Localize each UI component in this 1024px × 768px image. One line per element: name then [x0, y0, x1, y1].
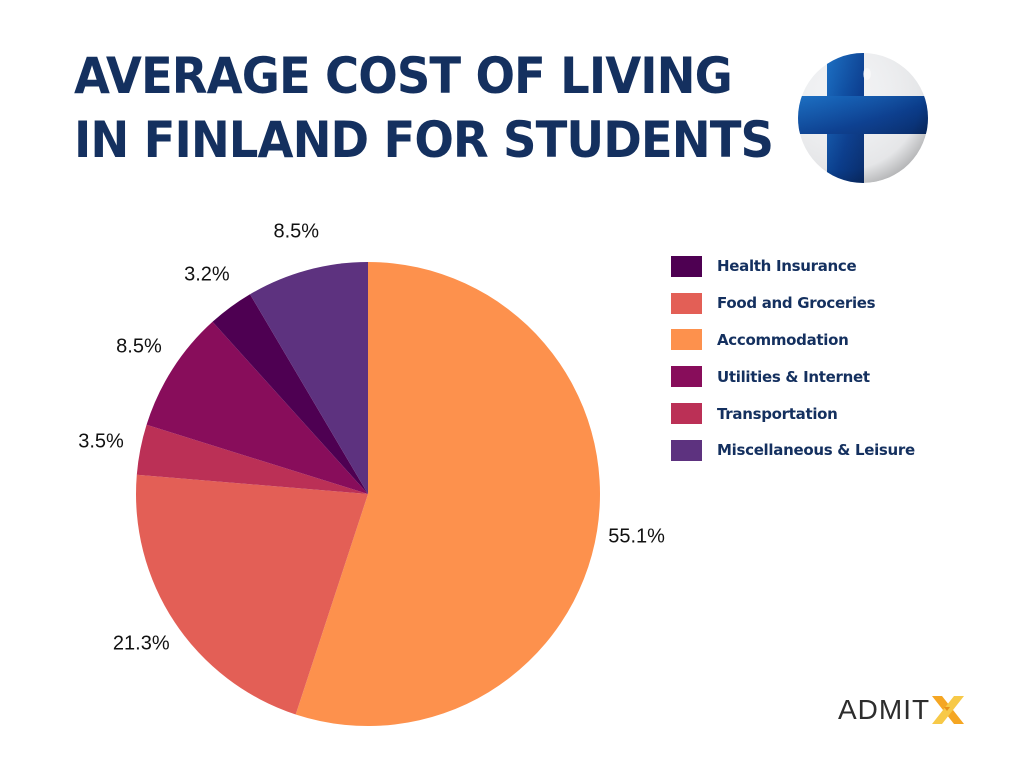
legend-item: Accommodation: [671, 322, 915, 359]
title-line-2: IN FINLAND FOR STUDENTS: [74, 111, 774, 169]
legend-item: Health Insurance: [671, 248, 915, 285]
pie-slice: [250, 262, 368, 494]
legend-swatch: [671, 439, 702, 461]
pie-slice: [136, 424, 368, 494]
admitx-logo: ADMIT: [838, 694, 966, 726]
legend-label: Miscellaneous & Leisure: [717, 441, 915, 460]
legend-swatch: [671, 366, 702, 388]
pie-slice: [146, 321, 368, 494]
legend-label: Utilities & Internet: [717, 367, 870, 386]
legend-item: Utilities & Internet: [671, 358, 915, 395]
legend-swatch: [671, 255, 702, 277]
chart-title: AVERAGE COST OF LIVING IN FINLAND FOR ST…: [74, 44, 774, 172]
legend-label: Food and Groceries: [717, 294, 876, 313]
legend-swatch: [671, 292, 702, 314]
pie-slice: [136, 474, 368, 715]
slice-percent-label: 3.5%: [78, 430, 124, 453]
slice-percent-label: 8.5%: [116, 335, 162, 358]
slice-percent-label: 3.2%: [184, 263, 230, 286]
legend-label: Health Insurance: [717, 257, 857, 276]
logo-text: ADMIT: [838, 694, 931, 725]
legend-item: Transportation: [671, 395, 915, 432]
finland-flag-icon: [798, 53, 928, 183]
legend-swatch: [671, 403, 702, 425]
legend-label: Transportation: [717, 404, 838, 423]
legend-item: Food and Groceries: [671, 285, 915, 322]
pie-slice: [212, 294, 368, 494]
legend-label: Accommodation: [717, 330, 849, 349]
slice-percent-label: 55.1%: [608, 525, 665, 548]
pie-slice: [295, 262, 600, 726]
slice-percent-label: 21.3%: [112, 632, 170, 655]
legend: Health Insurance Food and Groceries Acco…: [671, 248, 915, 469]
legend-item: Miscellaneous & Leisure: [671, 432, 915, 469]
logo-x-icon: [932, 696, 965, 724]
slice-percent-label: 8.5%: [273, 220, 320, 243]
legend-swatch: [671, 329, 702, 351]
title-line-1: AVERAGE COST OF LIVING: [74, 47, 733, 105]
